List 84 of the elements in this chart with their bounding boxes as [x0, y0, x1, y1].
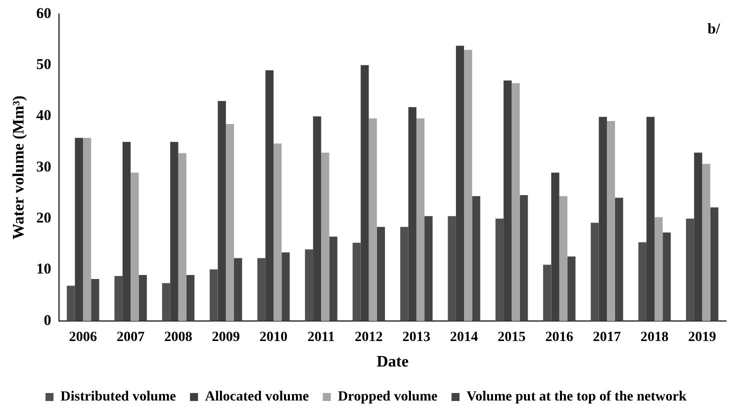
bar [186, 274, 194, 321]
bar [615, 198, 624, 321]
y-tick-label: 30 [36, 159, 52, 176]
x-tick-label: 2018 [640, 330, 669, 346]
bar [66, 286, 75, 321]
bar [567, 256, 576, 321]
x-tick-label: 2019 [688, 330, 716, 346]
y-tick-label: 40 [36, 108, 52, 124]
bar [304, 249, 314, 321]
y-tick-label: 50 [36, 57, 52, 74]
bar [606, 120, 616, 321]
bar [170, 142, 178, 321]
bar [352, 242, 361, 321]
bar [686, 218, 694, 321]
bar [472, 196, 480, 321]
bar [74, 138, 84, 321]
x-tick-label: 2011 [308, 330, 335, 346]
bar [495, 218, 504, 321]
bar [559, 196, 568, 321]
bar [265, 70, 274, 321]
bar [400, 226, 408, 321]
bar [520, 195, 528, 321]
legend-label: Allocated volume [205, 390, 309, 405]
bar [512, 83, 520, 321]
x-tick-label: 2010 [260, 330, 288, 346]
bar [598, 116, 607, 321]
bar [114, 276, 123, 321]
bar [368, 118, 377, 321]
bar [282, 252, 290, 321]
bar [226, 124, 234, 321]
bar [654, 217, 663, 321]
x-tick-label: 2015 [498, 330, 526, 346]
bar [408, 107, 416, 321]
bar [321, 152, 330, 321]
bar [122, 142, 131, 321]
bar [313, 116, 322, 321]
y-tick-label: 10 [36, 262, 52, 278]
bar [551, 172, 560, 321]
legend-label: Distributed volume [60, 390, 176, 405]
legend-label: Volume put at the top of the network [466, 390, 687, 405]
bar [448, 216, 456, 321]
bar [694, 152, 702, 321]
bar [257, 258, 266, 321]
bar [376, 226, 385, 321]
y-tick-label: 20 [36, 210, 52, 227]
bar [329, 236, 338, 321]
x-tick-label: 2008 [164, 330, 192, 346]
bar [464, 50, 472, 321]
x-tick-label: 2013 [402, 330, 430, 346]
bar [638, 242, 646, 321]
bar [91, 279, 100, 321]
annotation: b/ [707, 21, 721, 38]
x-tick-label: 2009 [212, 330, 240, 346]
bar [130, 172, 139, 321]
bar [424, 216, 433, 321]
bar [162, 283, 170, 321]
bar [456, 46, 464, 321]
bar [274, 143, 282, 321]
bar [83, 138, 92, 321]
x-tick-label: 2007 [116, 330, 145, 346]
bar [590, 222, 599, 321]
bar [218, 100, 226, 321]
bar [702, 164, 710, 321]
x-tick-label: 2017 [592, 330, 621, 346]
bar [543, 264, 552, 321]
bar [710, 207, 718, 321]
bar [504, 80, 512, 321]
bar [416, 118, 425, 321]
y-tick-label: 0 [44, 312, 52, 329]
y-axis-title: Water volume (Mm³) [10, 95, 28, 240]
x-axis-title: Date [376, 354, 409, 371]
x-tick-label: 2016 [545, 330, 574, 346]
x-tick-label: 2006 [69, 330, 98, 346]
legend-label: Dropped volume [338, 390, 438, 405]
bar [360, 65, 369, 321]
bar [234, 258, 242, 321]
bar [138, 274, 147, 321]
bar [178, 153, 186, 321]
bar [646, 116, 655, 321]
x-tick-label: 2014 [450, 330, 478, 346]
bar [662, 232, 671, 321]
bar [210, 269, 218, 321]
y-tick-label: 60 [36, 6, 52, 22]
x-tick-label: 2012 [354, 330, 383, 346]
